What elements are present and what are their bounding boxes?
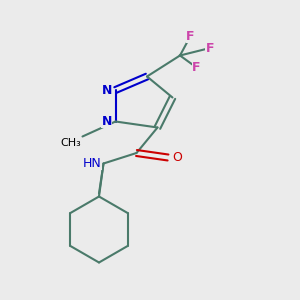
Text: O: O	[172, 151, 182, 164]
Text: F: F	[206, 41, 214, 55]
Text: HN: HN	[83, 157, 102, 170]
Text: F: F	[186, 29, 195, 43]
Text: N: N	[101, 83, 112, 97]
Text: N: N	[101, 115, 112, 128]
Text: F: F	[192, 61, 201, 74]
Text: CH₃: CH₃	[60, 138, 81, 148]
